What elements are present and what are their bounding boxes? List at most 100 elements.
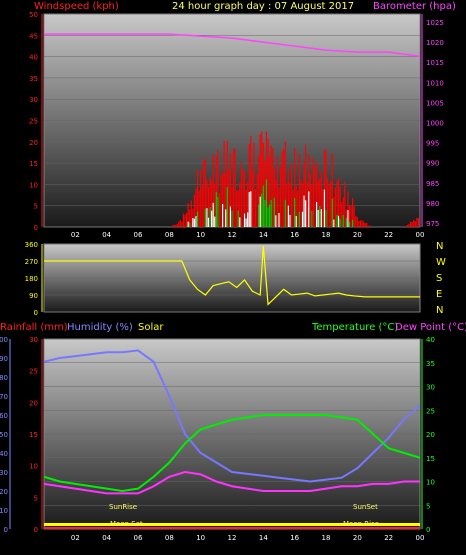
windspeed-bar — [247, 181, 249, 227]
wind-average-bar — [348, 222, 351, 227]
compass-letter: N — [436, 305, 443, 316]
windspeed-bar — [316, 161, 318, 227]
wind-average-bar — [222, 203, 224, 227]
windspeed-bar — [209, 176, 211, 227]
windspeed-bar — [367, 225, 369, 227]
hour-tick: 12 — [228, 231, 237, 239]
windspeed-bar — [267, 138, 269, 227]
windspeed-bar — [236, 190, 238, 227]
hour-tick: 22 — [384, 534, 393, 542]
wind-average-bar — [284, 199, 286, 227]
windspeed-bar — [312, 157, 315, 227]
windspeed-bar — [337, 177, 340, 227]
windspeed-bar — [344, 182, 346, 227]
windspeed-bar — [187, 203, 189, 227]
wind-average-bar — [264, 199, 266, 227]
windspeed-bar — [295, 185, 297, 227]
windspeed-bar — [333, 196, 335, 227]
windspeed-bar — [348, 204, 351, 227]
windspeed-bar — [328, 184, 330, 227]
humidity-percent-tick: 70 — [0, 393, 8, 401]
windspeed-bar — [326, 178, 329, 227]
windspeed-bar — [190, 200, 192, 227]
chart-title: 24 hour graph day : 07 August 2017 — [172, 1, 354, 12]
compass-letter: E — [436, 289, 442, 300]
temperature-tick: 30 — [426, 384, 435, 392]
humidity-tick-labels: 0 5 10 15 20 25 30 — [29, 336, 38, 534]
barometer-tick: 1005 — [426, 99, 444, 107]
hour-tick: 16 — [290, 534, 299, 542]
windspeed-tick: 45 — [29, 32, 38, 40]
temperature-legend: Temperature (°C) — [311, 322, 398, 333]
wind-average-bar — [345, 218, 347, 227]
barometer-tick: 1010 — [426, 79, 444, 87]
rainfall-tick: 30 — [29, 336, 38, 344]
windspeed-bar — [265, 131, 268, 227]
wind-average-bar — [342, 215, 344, 227]
temperature-tick-labels: 0 5 10 15 20 25 30 35 40 — [426, 336, 435, 534]
windspeed-bar — [281, 151, 283, 227]
windspeed-bar — [330, 181, 332, 227]
direction-tick: 0 — [34, 309, 38, 317]
wind-average-bar — [206, 208, 208, 227]
wind-average-bar — [269, 204, 271, 227]
windspeed-bar — [226, 141, 228, 227]
windspeed-bar — [322, 188, 324, 227]
windspeed-bar — [286, 183, 288, 227]
windspeed-bar — [341, 202, 343, 227]
windspeed-bar — [176, 224, 178, 227]
wind-average-bar — [265, 179, 268, 227]
wind-average-bar — [352, 219, 354, 227]
wind-average-bar — [270, 199, 272, 227]
wind-average-bar — [325, 209, 327, 227]
barometer-tick: 1025 — [426, 19, 444, 27]
rainfall-tick: 15 — [29, 431, 38, 439]
wind-average-bar — [303, 195, 305, 227]
windspeed-bar — [225, 173, 227, 227]
humidity-percent-tick: 100 — [0, 336, 8, 344]
wind-average-bar — [229, 206, 232, 227]
wind-average-bar — [209, 207, 211, 227]
windspeed-bar — [256, 174, 258, 227]
windspeed-bar — [287, 169, 289, 227]
windspeed-bar — [363, 221, 365, 227]
wind-average-bar — [211, 210, 213, 227]
windspeed-bar — [353, 206, 355, 227]
windspeed-bar — [272, 148, 274, 227]
wind-average-bar — [305, 200, 307, 227]
barometer-tick: 985 — [426, 180, 439, 188]
windspeed-bar — [211, 180, 213, 227]
barometer-line — [44, 33, 421, 57]
windspeed-bar — [406, 224, 409, 227]
hour-tick: 02 — [71, 231, 80, 239]
windspeed-bar — [242, 168, 244, 227]
windspeed-bar — [297, 190, 299, 227]
wind-average-bar — [275, 215, 277, 227]
windspeed-bar — [254, 189, 257, 227]
solar-legend: Solar — [138, 322, 164, 333]
windspeed-bar — [273, 168, 275, 227]
dewpoint-line — [43, 470, 420, 495]
hour-tick: 06 — [134, 534, 143, 542]
windspeed-bar — [283, 148, 285, 227]
hour-tick: 12 — [228, 534, 237, 542]
wind-average-bar — [189, 222, 191, 227]
hour-tick: 02 — [71, 534, 80, 542]
windspeed-bar — [413, 219, 415, 227]
windspeed-bar — [294, 147, 296, 227]
hour-tick: 00 — [416, 231, 425, 239]
wind-average-bar — [214, 216, 216, 227]
windspeed-bar — [292, 189, 294, 227]
wind-average-bar — [237, 210, 239, 227]
hour-tick: 04 — [102, 534, 111, 542]
windspeed-bar — [203, 159, 205, 227]
windspeed-bar — [206, 179, 208, 227]
windspeed-tick: 5 — [34, 203, 38, 211]
windspeed-bar — [301, 183, 304, 227]
windspeed-bar — [366, 222, 368, 227]
solar-baseline — [44, 523, 420, 526]
wind-average-bar — [212, 202, 214, 227]
wind-average-bar — [259, 196, 261, 227]
windspeed-bar — [345, 209, 347, 227]
windspeed-bar — [317, 181, 319, 227]
